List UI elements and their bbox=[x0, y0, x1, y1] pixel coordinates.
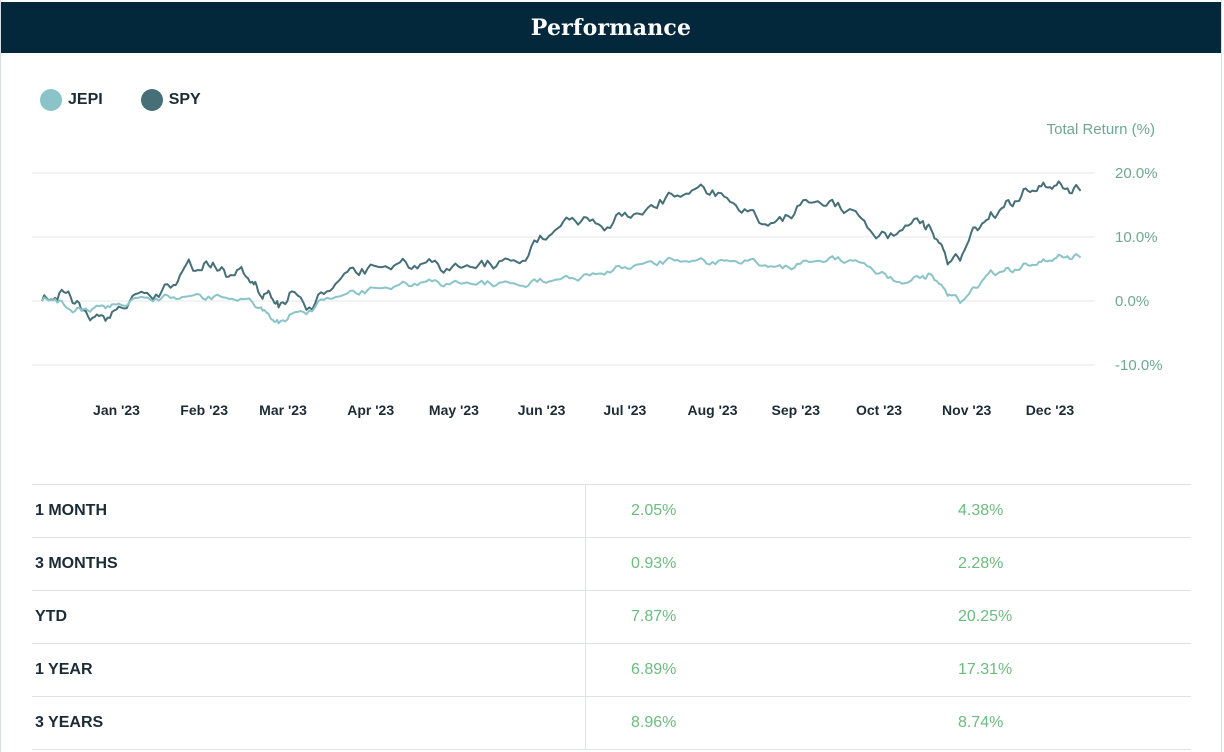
table-row: 1 MONTH 2.05% 4.38% bbox=[32, 484, 1191, 538]
header-bar: Performance bbox=[1, 2, 1221, 53]
table-row: YTD 7.87% 20.25% bbox=[32, 590, 1191, 644]
y-tick-label: 20.0% bbox=[1115, 165, 1158, 182]
legend-swatch-jepi bbox=[40, 89, 62, 111]
x-tick-label: Jul '23 bbox=[603, 402, 646, 418]
legend-item-spy[interactable]: SPY bbox=[140, 89, 201, 111]
x-tick-label: May '23 bbox=[429, 402, 479, 418]
legend-swatch-spy bbox=[140, 89, 163, 111]
x-tick-label: Feb '23 bbox=[180, 402, 228, 418]
y-tick-label: 0.0% bbox=[1115, 293, 1149, 310]
x-axis-ticks: Jan '23 Feb '23 Mar '23 Apr '23 May '23 Jun '… bbox=[93, 402, 1074, 418]
period-cell: 1 MONTH bbox=[32, 484, 586, 538]
chart-legend: JEPI SPY bbox=[40, 89, 201, 111]
series-line-jepi[interactable] bbox=[41, 253, 1082, 325]
chart-lines bbox=[41, 180, 1082, 325]
legend-label-spy: SPY bbox=[168, 91, 201, 108]
x-tick-label: Dec '23 bbox=[1026, 402, 1075, 418]
table-row: 1 YEAR 6.89% 17.31% bbox=[32, 643, 1191, 697]
y-tick-label: -10.0% bbox=[1115, 357, 1163, 374]
x-tick-label: Aug '23 bbox=[687, 402, 737, 418]
y-axis-label: Total Return (%) bbox=[1047, 121, 1155, 138]
page-title: Performance bbox=[530, 14, 692, 41]
x-tick-label: Jun '23 bbox=[518, 402, 566, 418]
spy-return-cell: 4.38% bbox=[958, 484, 1191, 538]
x-tick-label: Mar '23 bbox=[259, 402, 307, 418]
jepi-return-cell: 8.96% bbox=[585, 696, 958, 750]
jepi-return-cell: 2.05% bbox=[585, 484, 958, 538]
chart-grid bbox=[32, 172, 1095, 366]
y-tick-label: 10.0% bbox=[1115, 229, 1158, 246]
y-axis-ticks: 20.0% 10.0% 0.0% -10.0% bbox=[1115, 165, 1163, 374]
performance-table: 1 MONTH 2.05% 4.38% 3 MONTHS 0.93% 2.28% YTD 7.… bbox=[32, 484, 1191, 750]
legend-label-jepi: JEPI bbox=[68, 91, 103, 108]
performance-table-body: 1 MONTH 2.05% 4.38% 3 MONTHS 0.93% 2.28% YTD 7.… bbox=[32, 484, 1191, 750]
period-cell: YTD bbox=[32, 590, 586, 644]
period-cell: 3 MONTHS bbox=[32, 537, 586, 591]
x-tick-label: Apr '23 bbox=[347, 402, 394, 418]
performance-chart: 20.0% 10.0% 0.0% -10.0% Jan '23 Feb '23 Mar '… bbox=[32, 121, 1163, 418]
jepi-return-cell: 0.93% bbox=[585, 537, 958, 591]
table-row: 3 MONTHS 0.93% 2.28% bbox=[32, 537, 1191, 591]
jepi-return-cell: 6.89% bbox=[585, 643, 958, 697]
x-tick-label: Nov '23 bbox=[942, 402, 991, 418]
period-cell: 1 YEAR bbox=[32, 643, 586, 697]
spy-return-cell: 8.74% bbox=[958, 696, 1191, 750]
series-line-spy[interactable] bbox=[41, 180, 1082, 322]
x-tick-label: Oct '23 bbox=[856, 402, 902, 418]
jepi-return-cell: 7.87% bbox=[585, 590, 958, 644]
table-row: 3 YEARS 8.96% 8.74% bbox=[32, 696, 1191, 750]
period-cell: 3 YEARS bbox=[32, 696, 586, 750]
x-tick-label: Sep '23 bbox=[772, 402, 821, 418]
x-tick-label: Jan '23 bbox=[93, 402, 140, 418]
spy-return-cell: 17.31% bbox=[958, 643, 1191, 697]
spy-return-cell: 20.25% bbox=[958, 590, 1191, 644]
spy-return-cell: 2.28% bbox=[958, 537, 1191, 591]
legend-item-jepi[interactable]: JEPI bbox=[40, 89, 103, 111]
